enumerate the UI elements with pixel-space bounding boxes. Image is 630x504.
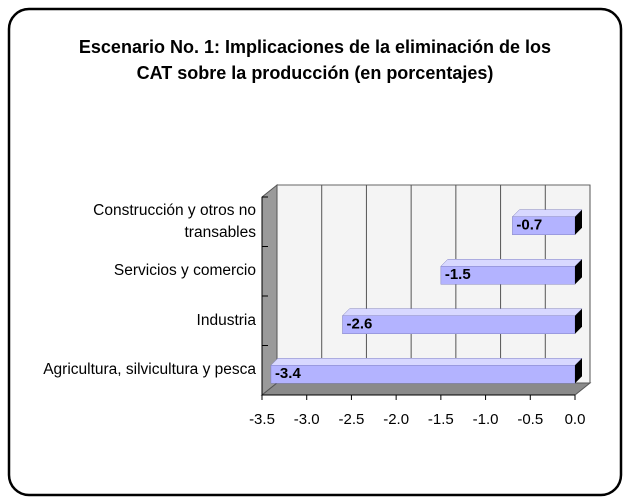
x-tick-label: -1.5 — [428, 411, 454, 428]
bar-end — [575, 209, 582, 235]
y-tick-label: Industria — [196, 311, 256, 329]
bar-top — [440, 259, 583, 267]
bar — [440, 259, 583, 285]
data-label: -1.5 — [445, 266, 471, 283]
data-label: -0.7 — [516, 217, 542, 234]
y-tick-label: Construcción y otros no transables — [93, 201, 256, 241]
bar-end — [575, 259, 582, 285]
data-label: -2.6 — [346, 316, 372, 333]
x-tick-label: -3.0 — [294, 411, 320, 428]
data-label: -3.4 — [275, 365, 302, 382]
x-tick-label: -2.0 — [383, 411, 409, 428]
chart-title: Escenario No. 1: Implicaciones de la eli… — [78, 37, 552, 83]
bar-face — [342, 315, 576, 334]
x-tick-label: -2.5 — [338, 411, 364, 428]
bar-top — [341, 308, 583, 316]
bar-top — [270, 358, 583, 366]
bar-end — [575, 308, 582, 334]
bar-end — [575, 358, 582, 384]
floor — [260, 382, 592, 396]
y-tick-label: Agricultura, silvicultura y pesca — [43, 361, 256, 379]
x-tick-label: -0.5 — [517, 411, 543, 428]
bar — [341, 308, 583, 334]
x-tick-label: -3.5 — [249, 411, 275, 428]
x-tick-label: 0.0 — [565, 411, 586, 428]
y-tick-label: Servicios y comercio — [113, 262, 256, 280]
x-tick-label: -1.0 — [473, 411, 499, 428]
bar — [511, 209, 583, 235]
bar-face — [270, 365, 576, 384]
bar-top — [511, 209, 583, 217]
bar — [270, 358, 583, 384]
